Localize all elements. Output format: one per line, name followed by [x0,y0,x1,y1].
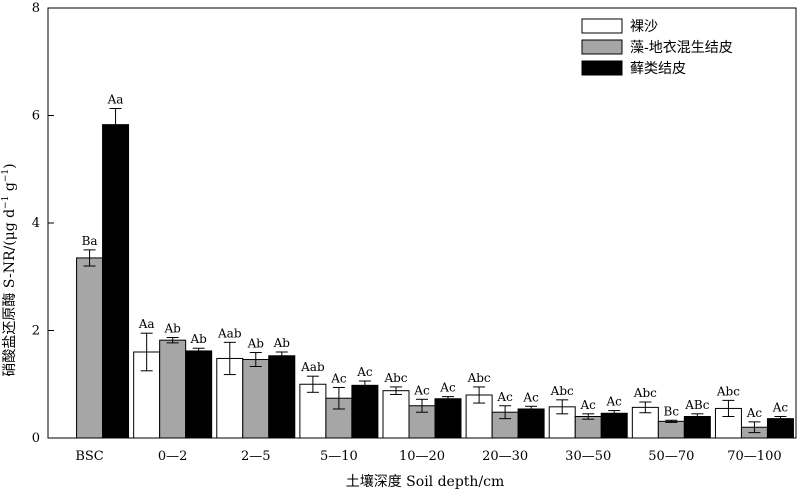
bar [766,418,794,439]
bar-label: Abc [550,384,574,398]
bar [185,350,213,439]
legend-swatch [581,60,623,76]
legend-label: 裸沙 [630,19,658,35]
x-tick-label: 2—5 [241,449,271,464]
bar-label: Ac [356,365,373,379]
bar-label: Ac [330,371,347,385]
bar-label: Ab [273,336,291,350]
bar-label: Aa [107,93,124,107]
x-tick-label: 70—100 [727,449,781,464]
bar [351,384,379,439]
legend-swatch [581,18,623,34]
bar-label: Aab [217,326,242,340]
bar [657,420,685,439]
bar [434,398,462,439]
bar [517,408,545,439]
legend-swatch [581,39,623,55]
bar-label: Abc [467,371,491,385]
legend-label: 藻-地衣混生结皮 [630,40,733,56]
bar-label: Ab [189,332,207,346]
bar [574,416,602,439]
bar-label: Aab [300,360,325,374]
bar [268,355,296,439]
x-tick-label: BSC [75,449,103,464]
y-tick-label: 4 [32,216,40,231]
bar-label: Ac [580,398,597,412]
bar-label: Ac [496,390,513,404]
bar-label: Ac [522,390,539,404]
y-axis-title: 硝酸盐还原酶 S-NR/(μg d−1 g−1) [1,163,18,376]
bar [683,416,711,439]
x-tick-label: 10—20 [399,449,445,464]
x-tick-label: 20—30 [482,449,528,464]
bar [382,390,410,439]
y-tick-label: 8 [32,1,40,16]
x-axis: BSC 0—2 2—5 5—10 10—20 20—30 30—50 50—70 70—100 [75,432,782,464]
bar-label: Abc [383,371,407,385]
y-axis: 0 2 4 6 8 [32,1,54,446]
y-tick-label: 0 [32,431,40,446]
y-axis-title-sup1: −1 [1,196,11,209]
x-tick-label: 0—2 [158,449,188,464]
y-tick-label: 6 [32,109,40,124]
bar-label: Ab [247,337,265,351]
bar-label: Ac [439,381,456,395]
bar-label: Ac [606,395,623,409]
y-axis-title-mid: g [2,182,18,195]
bar [159,339,187,439]
y-axis-title-sup2: −1 [1,169,11,182]
bar-label: Ab [163,321,181,335]
y-axis-title-end: ) [2,163,18,168]
y-axis-title-main: 硝酸盐还原酶 S-NR/(μg d [2,209,18,377]
x-axis-title: 土壤深度 Soil depth/cm [346,473,505,490]
bar-label: Ac [413,383,430,397]
bar-label: Abc [633,386,657,400]
bar [76,257,104,439]
bar [102,124,130,439]
bar [299,383,327,439]
bar-label: Ac [746,406,763,420]
x-tick-label: 5—10 [320,449,358,464]
x-tick-label: 30—50 [565,449,611,464]
bar-label: Abc [716,384,740,398]
bars-group: Ba Aa Aa Ab Ab Aab Ab Ab Aab Ac Ac Abc Ac Ac Abc Ac Ac Ab… [76,93,794,439]
x-tick-label: 50—70 [648,449,694,464]
bar [631,406,659,439]
bar-label: Aa [138,317,155,331]
bar [600,412,628,439]
bar-label: Bc [664,404,680,418]
bar-label: Ba [82,234,98,248]
bar-label: ABc [684,398,709,412]
bar-label: Ac [772,401,789,415]
bar [242,359,270,439]
legend-label: 藓类结皮 [630,61,686,77]
y-tick-label: 2 [32,324,40,339]
